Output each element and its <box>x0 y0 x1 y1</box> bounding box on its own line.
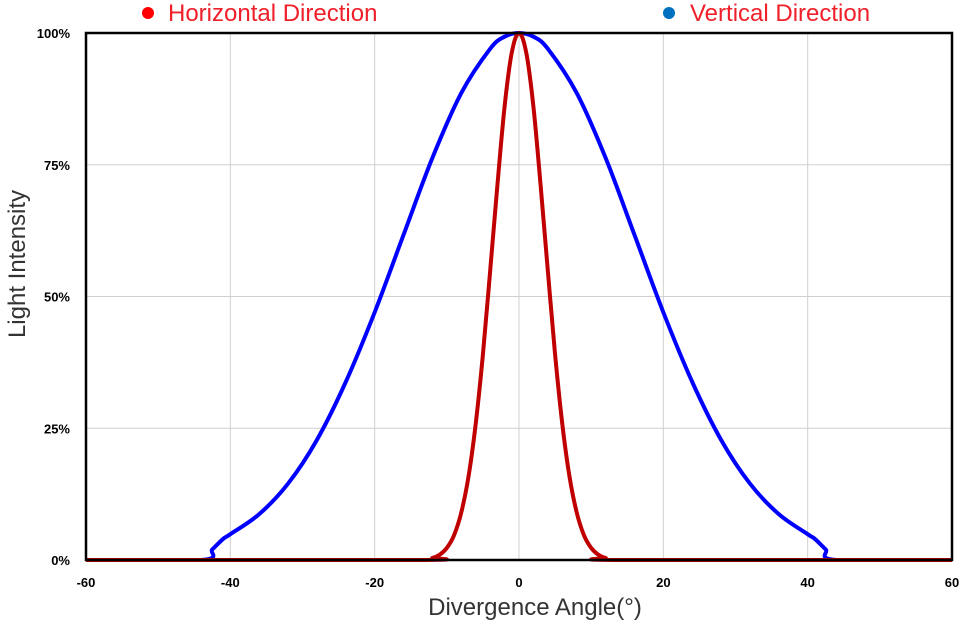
x-tick-label: -40 <box>221 575 240 590</box>
y-tick-labels: 0% 25% 50% 75% 100% <box>37 26 71 568</box>
legend-marker-vertical <box>663 7 675 19</box>
y-axis-title: Light Intensity <box>4 190 31 338</box>
plot-border <box>84 31 954 562</box>
x-tick-label: -20 <box>365 575 384 590</box>
legend-label-vertical: Vertical Direction <box>690 0 870 27</box>
x-axis-title: Divergence Angle(°) <box>428 594 642 621</box>
legend-label-horizontal: Horizontal Direction <box>168 0 377 27</box>
x-tick-label: -60 <box>77 575 96 590</box>
x-tick-label: 20 <box>656 575 670 590</box>
legend-marker-horizontal <box>142 7 154 19</box>
x-tick-labels: -60 -40 -20 0 20 40 60 <box>77 575 960 590</box>
y-tick-label: 75% <box>44 158 70 173</box>
y-tick-label: 50% <box>44 290 70 305</box>
y-tick-label: 25% <box>44 421 70 436</box>
y-tick-label: 100% <box>37 26 71 41</box>
x-tick-label: 40 <box>800 575 814 590</box>
y-tick-label: 0% <box>51 553 70 568</box>
legend: Horizontal Direction Vertical Direction <box>142 0 870 27</box>
gridlines <box>86 33 952 560</box>
x-tick-label: 0 <box>515 575 522 590</box>
x-tick-label: 60 <box>945 575 959 590</box>
